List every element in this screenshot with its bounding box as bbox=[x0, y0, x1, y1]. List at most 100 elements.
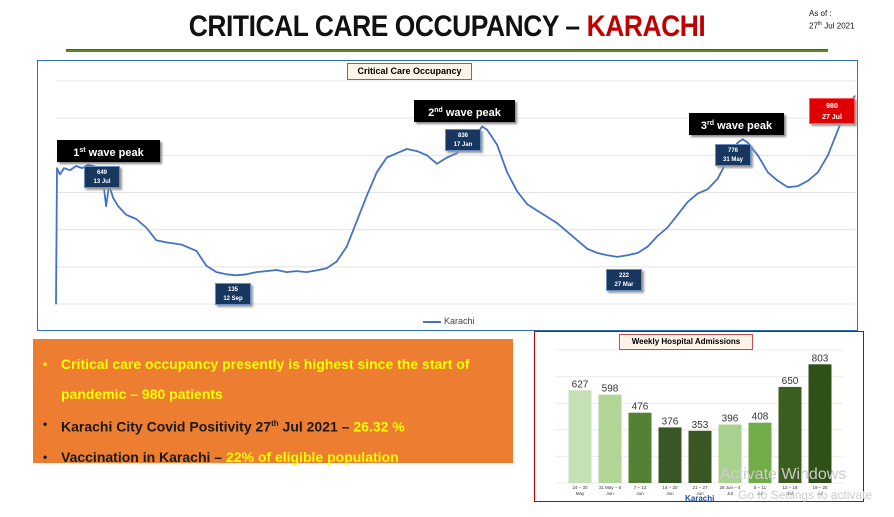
line-legend: Karachi bbox=[423, 316, 475, 326]
fact-positivity: • Karachi City Covid Positivity 27th Jul … bbox=[41, 409, 505, 442]
data-point bbox=[215, 271, 217, 273]
data-point bbox=[165, 241, 167, 243]
data-point bbox=[426, 154, 428, 156]
category-label-month: Jul bbox=[757, 491, 763, 496]
data-point bbox=[556, 222, 558, 224]
category-label: 31 May – 6 bbox=[599, 485, 622, 490]
weekly-admissions-chart: 627 24 – 30 May 598 31 May – 6 Jun 476 7 – 13 Ju… bbox=[534, 331, 864, 503]
callout-value: 649 bbox=[96, 170, 107, 176]
vaccination-pre: Vaccination in Karachi – bbox=[61, 448, 226, 465]
peak3-num: 3 bbox=[700, 120, 708, 132]
as-of-sup: th bbox=[817, 21, 823, 27]
as-of-day: 27 bbox=[809, 21, 818, 31]
data-point bbox=[616, 256, 619, 258]
bar bbox=[718, 424, 742, 483]
bullet-icon: • bbox=[43, 449, 48, 464]
data-point bbox=[416, 150, 418, 152]
data-point bbox=[496, 144, 498, 146]
bar-value-label: 476 bbox=[632, 402, 649, 413]
bar bbox=[658, 427, 682, 483]
category-label-month: Jun bbox=[636, 491, 644, 496]
bar bbox=[808, 364, 832, 483]
bullet-icon: • bbox=[43, 357, 48, 371]
data-point bbox=[125, 214, 127, 216]
key-facts-box: • Critical care occupancy presently is hi… bbox=[33, 339, 513, 465]
data-point bbox=[195, 250, 197, 252]
data-point bbox=[155, 239, 157, 241]
data-point bbox=[446, 156, 448, 159]
data-point bbox=[87, 164, 89, 166]
data-point bbox=[105, 205, 107, 207]
data-point bbox=[245, 273, 248, 275]
category-label-month: Jul bbox=[727, 491, 733, 496]
category-label-month: Jul bbox=[787, 491, 793, 496]
data-point bbox=[516, 190, 518, 192]
third-wave-peak-label: 3rd wave peak bbox=[689, 113, 784, 135]
data-point bbox=[646, 246, 649, 248]
data-point bbox=[135, 218, 137, 220]
vaccination-value: 22% of eligible population bbox=[225, 448, 399, 465]
data-point bbox=[456, 152, 458, 154]
title-place: KARACHI bbox=[586, 10, 706, 43]
data-point bbox=[506, 171, 508, 173]
positivity-mid: Jul 2021 – bbox=[278, 418, 354, 435]
callout-first-peak: 649 13 Jul bbox=[84, 166, 120, 188]
callout-current: 980 27 Jul bbox=[809, 98, 855, 124]
data-point bbox=[586, 248, 588, 250]
bar bbox=[778, 386, 802, 483]
category-label-month: Jul bbox=[817, 491, 823, 496]
legend-label: Karachi bbox=[444, 316, 475, 326]
data-point bbox=[406, 148, 408, 150]
data-point bbox=[316, 269, 318, 271]
callout-value: 222 bbox=[618, 273, 629, 279]
data-point bbox=[265, 270, 268, 272]
callout-value: 980 bbox=[826, 103, 838, 110]
data-point bbox=[356, 220, 358, 222]
data-point bbox=[486, 129, 488, 131]
data-point bbox=[69, 169, 71, 171]
data-point bbox=[336, 260, 338, 263]
data-point bbox=[787, 186, 789, 188]
as-of-rest: Jul 2021 bbox=[822, 21, 855, 31]
positivity-sup: th bbox=[271, 419, 279, 428]
category-label: 5 – 11 bbox=[754, 485, 767, 490]
data-point bbox=[854, 95, 856, 97]
data-point bbox=[747, 142, 749, 144]
bar bbox=[748, 422, 772, 483]
peak3-sup: rd bbox=[707, 120, 715, 127]
data-point bbox=[807, 180, 809, 182]
data-point bbox=[636, 252, 639, 254]
legend-swatch bbox=[423, 320, 441, 323]
data-point bbox=[666, 226, 669, 229]
callout-date: 17 Jan bbox=[453, 142, 473, 148]
bar bbox=[688, 430, 712, 483]
data-point bbox=[481, 125, 483, 127]
callout-second-peak: 836 17 Jan bbox=[445, 129, 481, 151]
watermark-line1: Activate Windows bbox=[720, 466, 847, 483]
data-point bbox=[145, 226, 147, 229]
fact-vaccination: • Vaccination in Karachi – 22% of eligibl… bbox=[41, 442, 505, 472]
data-point bbox=[117, 205, 119, 207]
bar bbox=[598, 394, 622, 483]
as-of-label: As of : bbox=[809, 9, 832, 18]
callout-second-trough: 222 27 Mar bbox=[606, 269, 642, 291]
series-line-karachi bbox=[55, 95, 856, 305]
occupancy-line-chart: Critical Care Occupancy Karachi 1st wave… bbox=[37, 60, 858, 331]
data-point bbox=[112, 197, 114, 199]
bar-value-label: 650 bbox=[782, 376, 799, 387]
data-point bbox=[566, 231, 568, 233]
callout-date: 12 Sep bbox=[223, 296, 243, 302]
data-point bbox=[717, 178, 719, 180]
peak1-sup: st bbox=[79, 147, 86, 154]
peak3-rest: wave peak bbox=[714, 120, 773, 132]
bar-value-label: 408 bbox=[752, 412, 769, 423]
callout-date: 31 May bbox=[722, 157, 743, 163]
data-point bbox=[837, 129, 839, 131]
callout-value: 776 bbox=[727, 148, 738, 154]
first-wave-peak-label: 1st wave peak bbox=[57, 140, 160, 162]
data-point bbox=[225, 273, 227, 275]
callout-first-trough: 135 12 Sep bbox=[215, 283, 251, 305]
positivity-value: 26.32 % bbox=[353, 418, 405, 435]
data-point bbox=[576, 239, 578, 241]
